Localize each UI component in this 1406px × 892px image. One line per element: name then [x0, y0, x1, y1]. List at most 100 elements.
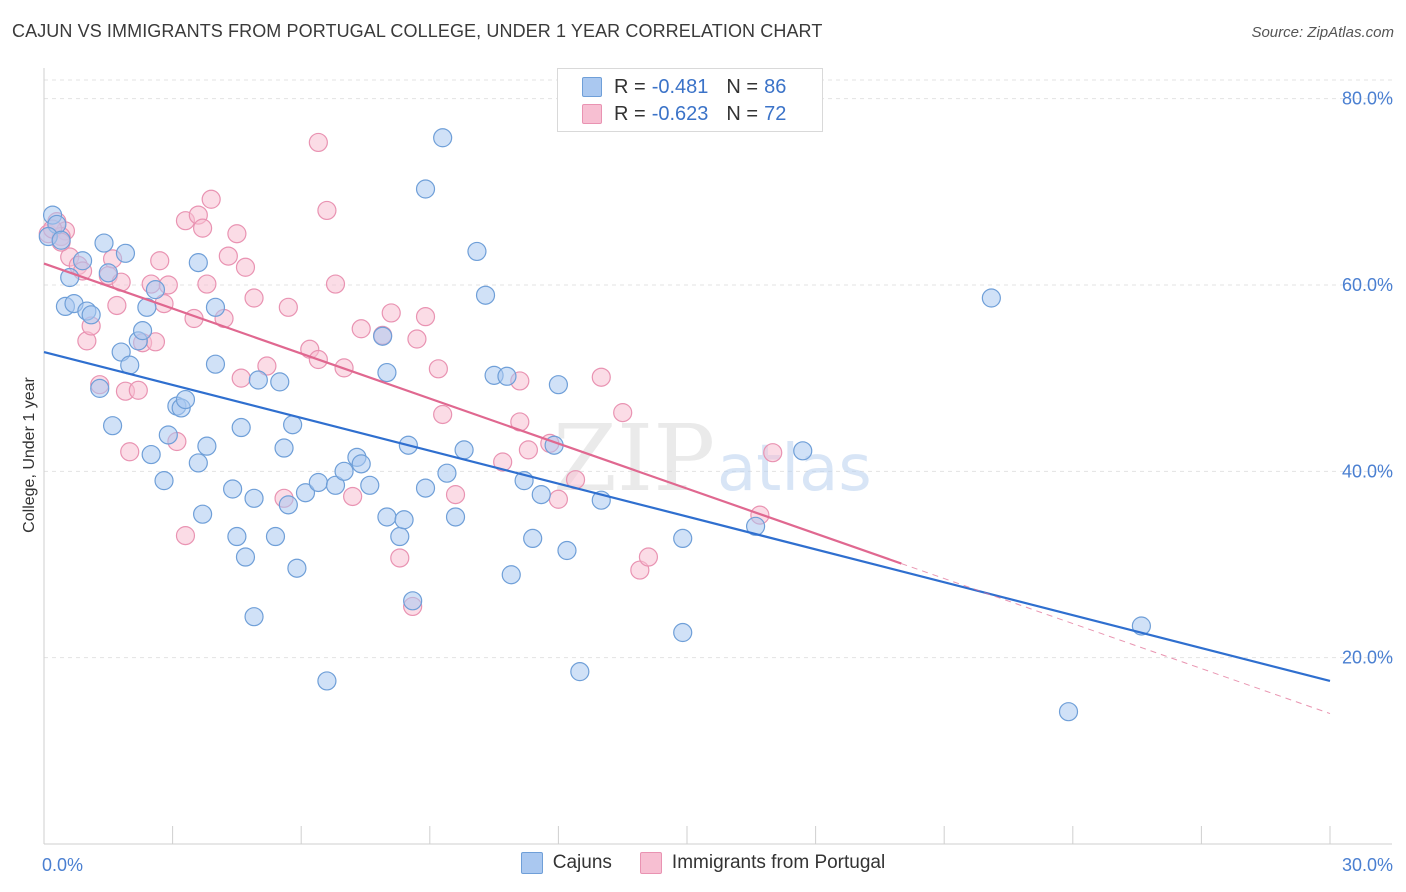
portugal-point: [390, 548, 410, 568]
cajun-point: [235, 547, 256, 567]
cajun-point: [244, 488, 264, 508]
cajun-point: [94, 233, 114, 253]
cajun-point: [793, 441, 813, 461]
portugal-point: [193, 218, 213, 238]
cajun-point: [98, 263, 118, 283]
cajun-point: [673, 528, 693, 549]
legend-r-value: -0.623: [651, 102, 709, 125]
chart-title: CAJUN VS IMMIGRANTS FROM PORTUGAL COLLEG…: [12, 21, 823, 41]
watermark: ZIP atlas: [553, 405, 872, 512]
cajun-point: [102, 416, 123, 436]
portugal-point: [244, 288, 264, 308]
cajun-point: [270, 372, 290, 392]
x-tick-labels: 0.0% 30.0%: [42, 855, 1393, 875]
cajun-point: [360, 475, 380, 495]
cajun-point: [523, 528, 543, 549]
source-label: Source: ZipAtlas.com: [1251, 24, 1394, 41]
cajun-point: [454, 440, 474, 460]
cajun-point: [497, 366, 517, 386]
y-tick-label: 80.0%: [1342, 89, 1393, 109]
cajun-point: [197, 436, 217, 456]
cajun-point: [244, 607, 264, 627]
portugal-point: [381, 303, 401, 323]
series-portugal-points: [38, 132, 783, 617]
bottom-legend-cajuns[interactable]: Cajuns: [520, 852, 612, 874]
portugal-point: [415, 307, 436, 327]
cajun-point: [188, 253, 208, 273]
bottom-legend-label: Cajuns: [552, 852, 612, 873]
portugal-point: [231, 368, 251, 388]
portugal-point: [235, 257, 256, 277]
cajun-point: [287, 558, 307, 578]
portugal-point: [278, 297, 298, 317]
portugal-point: [201, 189, 221, 209]
cajun-point: [475, 285, 496, 305]
cajun-point: [283, 415, 303, 435]
cajun-point: [1058, 702, 1079, 722]
cajun-point: [248, 370, 268, 390]
portugal-point: [548, 489, 569, 509]
cajun-point: [334, 461, 354, 481]
portugal-point: [343, 486, 363, 507]
legend-n-label: N =: [726, 102, 759, 125]
portugal-trend-line: [43, 262, 902, 565]
portugal-point: [325, 274, 346, 294]
cajun-point: [90, 378, 110, 398]
portugal-point: [428, 359, 448, 379]
y-tick-label: 60.0%: [1342, 275, 1393, 295]
portugal-point: [763, 443, 783, 463]
cajun-point: [158, 425, 178, 445]
cajun-point: [373, 326, 393, 346]
watermark-zip: ZIP: [553, 405, 715, 512]
portugal-point: [445, 485, 466, 505]
cajun-point: [274, 438, 294, 458]
portugal-trend-extension: [901, 563, 1331, 715]
cajun-point: [317, 671, 337, 691]
y-axis-label: College, Under 1 year: [21, 377, 38, 533]
portugal-point: [591, 367, 611, 387]
cajun-point: [188, 453, 208, 473]
portugal-point: [433, 404, 453, 425]
bottom-legend-swatch-pink: [639, 852, 662, 874]
bottom-legend-portugal[interactable]: Immigrants from Portugal: [639, 852, 885, 874]
trend-lines: [43, 262, 1331, 715]
portugal-point: [308, 132, 328, 153]
portugal-point: [120, 442, 140, 462]
cajun-point: [265, 526, 286, 547]
cajun-point: [81, 305, 101, 325]
cajun-point: [433, 128, 453, 148]
cajun-point: [223, 479, 243, 499]
portugal-point: [407, 329, 427, 349]
portugal-point: [638, 547, 659, 567]
cajun-point: [227, 526, 247, 547]
cajun-point: [403, 591, 423, 611]
bottom-legend-swatch-blue: [520, 852, 543, 874]
cajun-point: [205, 297, 226, 317]
cajun-point: [145, 280, 166, 300]
y-tick-labels: 20.0% 40.0% 60.0% 80.0%: [1342, 89, 1393, 668]
cajun-point: [415, 478, 436, 498]
cajun-point: [981, 288, 1001, 308]
series-cajuns-points: [38, 128, 1151, 722]
cajun-point: [72, 251, 93, 271]
y-tick-label: 40.0%: [1342, 461, 1393, 481]
cajun-point: [141, 444, 161, 465]
cajun-point: [231, 417, 251, 438]
cajun-point: [205, 354, 226, 374]
legend-r-label: R =: [614, 75, 646, 98]
legend-r-label: R =: [614, 102, 646, 125]
bottom-legend: Cajuns Immigrants from Portugal: [0, 852, 1406, 874]
portugal-point: [197, 274, 217, 294]
y-tick-label: 20.0%: [1342, 648, 1393, 668]
legend-row-cajuns: R = -0.481 N = 86: [582, 75, 786, 99]
axes: [43, 68, 1392, 845]
cajun-point: [137, 297, 157, 317]
cajun-point: [557, 540, 577, 561]
legend-swatch-pink: [582, 104, 602, 124]
portugal-point: [613, 403, 633, 423]
x-tick-label: 0.0%: [42, 855, 83, 875]
portugal-point: [257, 356, 277, 376]
portugal-point: [128, 380, 148, 400]
cajun-point: [132, 321, 153, 341]
portugal-point: [218, 246, 238, 266]
